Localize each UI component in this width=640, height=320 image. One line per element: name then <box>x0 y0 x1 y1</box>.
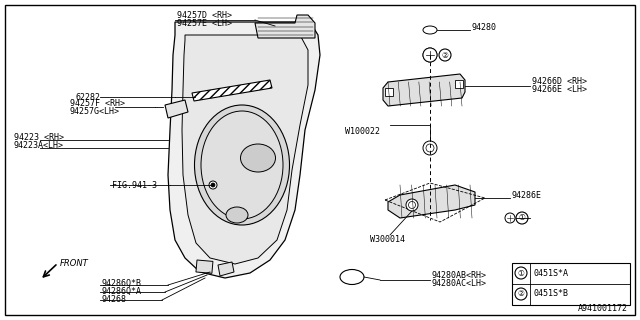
Circle shape <box>406 199 418 211</box>
Text: ①: ① <box>518 213 525 222</box>
Circle shape <box>515 288 527 300</box>
Polygon shape <box>165 100 188 118</box>
Polygon shape <box>218 262 234 276</box>
Text: 94280AC<LH>: 94280AC<LH> <box>432 279 487 289</box>
Ellipse shape <box>423 26 437 34</box>
Ellipse shape <box>195 105 289 225</box>
Polygon shape <box>388 185 475 218</box>
Text: 94286Q*A: 94286Q*A <box>102 286 142 295</box>
Circle shape <box>426 144 434 152</box>
Polygon shape <box>383 74 465 106</box>
Text: 94280AB<RH>: 94280AB<RH> <box>432 271 487 281</box>
Text: 94266D <RH>: 94266D <RH> <box>532 77 587 86</box>
Text: W300014: W300014 <box>370 236 405 244</box>
Bar <box>385 88 393 96</box>
Text: 94257E <LH>: 94257E <LH> <box>177 20 232 28</box>
Circle shape <box>408 202 415 209</box>
Text: FIG.941-3: FIG.941-3 <box>112 180 157 189</box>
Ellipse shape <box>201 111 283 219</box>
Bar <box>455 80 463 88</box>
Circle shape <box>516 212 528 224</box>
Circle shape <box>423 48 437 62</box>
Text: 94223 <RH>: 94223 <RH> <box>14 132 64 141</box>
Circle shape <box>423 141 437 155</box>
Text: 0451S*B: 0451S*B <box>533 290 568 299</box>
Text: 94223A<LH>: 94223A<LH> <box>14 140 64 149</box>
Text: 94266E <LH>: 94266E <LH> <box>532 85 587 94</box>
Circle shape <box>439 49 451 61</box>
Circle shape <box>211 183 215 187</box>
Text: 94286E: 94286E <box>512 191 542 201</box>
Circle shape <box>209 181 217 189</box>
Polygon shape <box>255 15 315 38</box>
Text: 94257D <RH>: 94257D <RH> <box>177 12 232 20</box>
Circle shape <box>515 267 527 279</box>
Text: ②: ② <box>442 51 449 60</box>
Text: 0451S*A: 0451S*A <box>533 268 568 277</box>
Text: 62282: 62282 <box>75 92 100 101</box>
Text: 94257F <RH>: 94257F <RH> <box>70 100 125 108</box>
Text: 94268: 94268 <box>102 294 127 303</box>
Polygon shape <box>192 80 272 101</box>
Polygon shape <box>168 22 320 278</box>
Polygon shape <box>182 35 308 264</box>
Text: ②: ② <box>518 290 524 299</box>
Text: A941001172: A941001172 <box>578 304 628 313</box>
Bar <box>512 263 630 305</box>
Text: 94280: 94280 <box>472 23 497 33</box>
Ellipse shape <box>340 269 364 284</box>
Text: ①: ① <box>518 268 524 277</box>
Bar <box>196 260 213 273</box>
Text: 94257G<LH>: 94257G<LH> <box>70 108 120 116</box>
Text: W100022: W100022 <box>345 127 380 137</box>
Circle shape <box>423 48 437 62</box>
Text: FRONT: FRONT <box>60 259 89 268</box>
Circle shape <box>505 213 515 223</box>
Ellipse shape <box>226 207 248 223</box>
Text: 94286Q*B: 94286Q*B <box>102 278 142 287</box>
Ellipse shape <box>241 144 275 172</box>
